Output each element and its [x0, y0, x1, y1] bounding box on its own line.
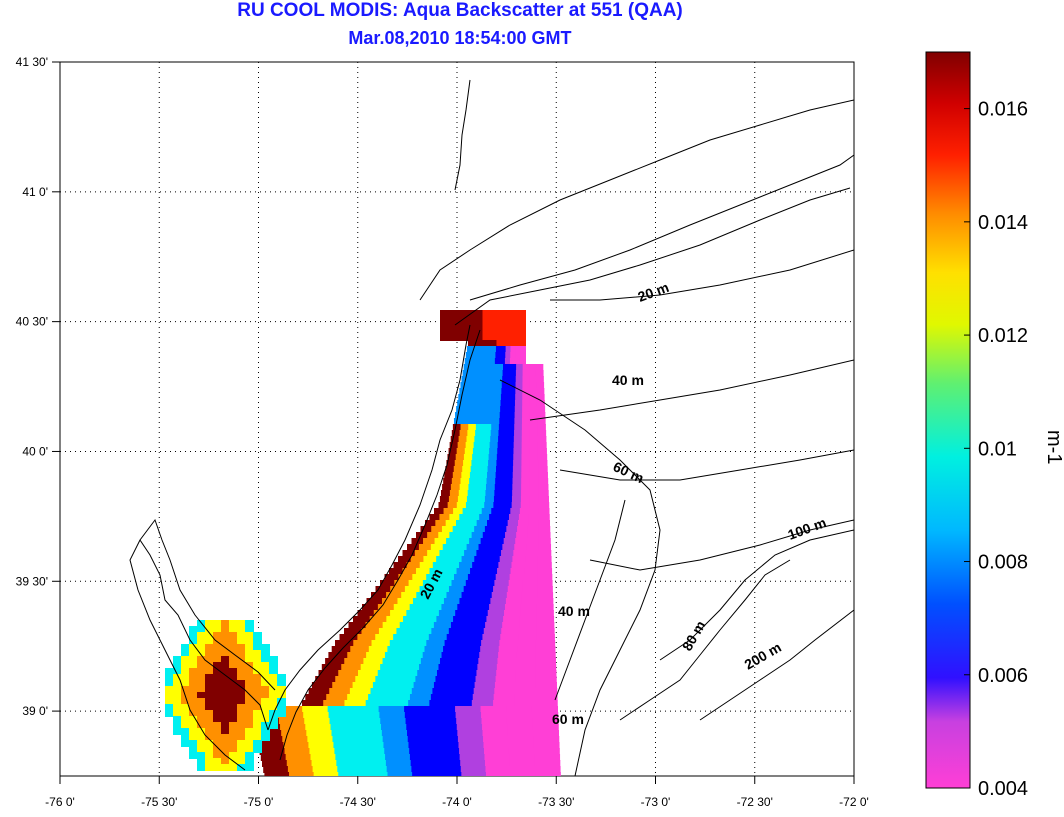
- lon-tick-label: -74 0': [442, 795, 472, 809]
- lon-tick-label: -74 30': [340, 795, 376, 809]
- lat-tick-label: 40 0': [22, 444, 48, 458]
- isobath-label-40m-south: 40 m: [558, 603, 590, 619]
- map-title: RU COOL MODIS: Aqua Backscatter at 551 (…: [237, 0, 683, 21]
- lat-tick-label: 41 30': [16, 55, 48, 69]
- lat-tick-label: 41 0': [22, 185, 48, 199]
- backscatter-swath: [165, 310, 561, 776]
- lat-tick-label: 39 0': [22, 704, 48, 718]
- map-subtitle: Mar.08,2010 18:54:00 GMT: [348, 28, 572, 48]
- colorbar-tick-label: 0.008: [978, 552, 1028, 574]
- lon-tick-label: -72 30': [737, 795, 773, 809]
- lon-tick-label: -75 30': [141, 795, 177, 809]
- lon-tick-label: -73 0': [641, 795, 671, 809]
- colorbar: [925, 51, 971, 789]
- lat-tick-label: 39 30': [16, 574, 48, 588]
- lon-tick-label: -76 0': [45, 795, 75, 809]
- lat-tick-label: 40 30': [16, 315, 48, 329]
- colorbar-tick-label: 0.014: [978, 212, 1028, 234]
- coastline: [129, 79, 854, 776]
- lon-tick-label: -75 0': [244, 795, 274, 809]
- colorbar-tick-label: 0.01: [978, 438, 1017, 460]
- colorbar-unit: m-1: [1043, 430, 1064, 464]
- lon-tick-label: -72 0': [839, 795, 869, 809]
- colorbar-tick-label: 0.016: [978, 99, 1028, 121]
- colorbar-ticks: 0.004 0.006 0.008 0.01 0.012 0.014 0.016: [964, 99, 1028, 800]
- colorbar-tick-label: 0.012: [978, 325, 1028, 347]
- latitude-tick-labels: 39 0' 39 30' 40 0' 40 30' 41 0' 41 30': [16, 55, 60, 718]
- colorbar-tick-label: 0.004: [978, 778, 1028, 800]
- isobath-label-60m-south: 60 m: [552, 711, 584, 727]
- isobath-label-40m-north: 40 m: [612, 372, 644, 388]
- lon-tick-label: -73 30': [538, 795, 574, 809]
- colorbar-tick-label: 0.006: [978, 665, 1028, 687]
- longitude-tick-labels: -76 0' -75 30' -75 0' -74 30' -74 0' -73 30' -…: [45, 776, 869, 809]
